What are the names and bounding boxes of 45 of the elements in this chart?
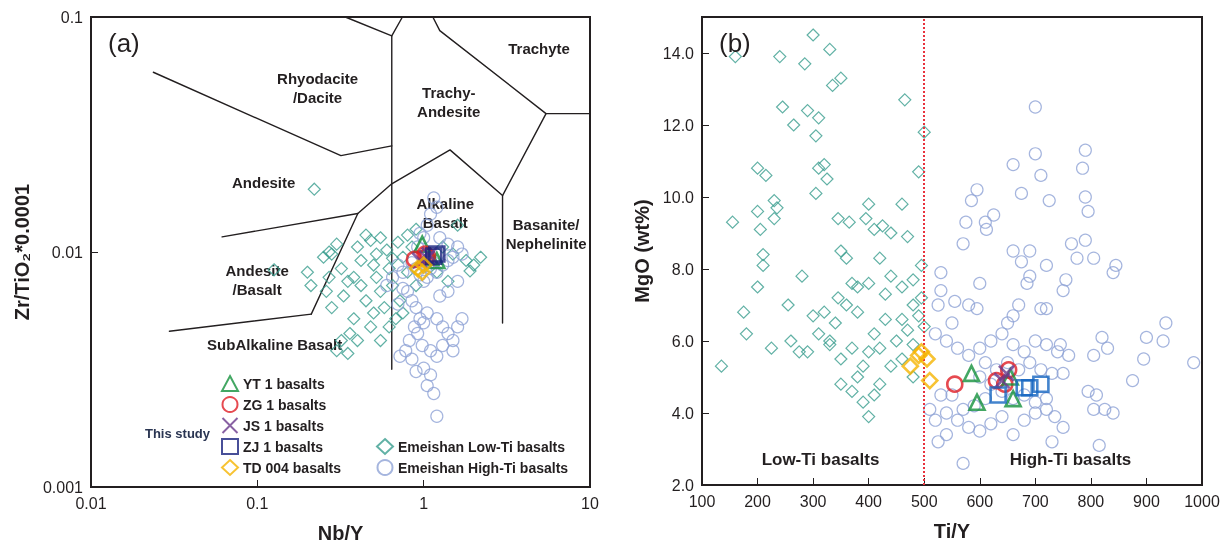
y-tick-label: 0.01	[51, 243, 84, 261]
y-tick-label: 2.0	[671, 476, 695, 494]
legend-label: ZG 1 basalts	[243, 396, 327, 413]
x-tick-label: 200	[744, 492, 771, 510]
legend-title: This study	[144, 426, 211, 441]
legend-label: YT 1 basalts	[243, 375, 325, 392]
x-tick-label: 10	[581, 494, 599, 512]
y-axis-title: Zr/TiO₂*0.0001	[11, 183, 34, 321]
annotation: Trachyte	[508, 40, 570, 58]
x-tick-label: 400	[855, 492, 883, 510]
chart-title: (a)	[108, 28, 140, 58]
annotation: High-Ti basalts	[1009, 450, 1132, 470]
legend-label: TD 004 basalts	[243, 459, 342, 476]
y-axis-title: MgO (wt%)	[630, 199, 653, 303]
y-tick-label: 10.0	[662, 188, 695, 206]
x-tick-label: 0.01	[75, 494, 107, 512]
x-tick-label: 1000	[1184, 492, 1220, 510]
x-axis-title: Ti/Y	[933, 520, 971, 542]
annotation: Rhyodacite /Dacite	[277, 69, 358, 106]
x-tick-label: 900	[1133, 492, 1160, 510]
annotation: Low-Ti basalts	[761, 450, 880, 470]
x-tick-label: 600	[966, 492, 994, 510]
x-tick-label: 500	[910, 492, 938, 510]
y-tick-label: 0.001	[42, 478, 84, 496]
legend-label: Emeishan High-Ti basalts	[398, 459, 569, 476]
x-tick-label: 0.1	[246, 494, 269, 512]
y-tick-label: 0.1	[60, 8, 84, 26]
y-tick-label: 6.0	[671, 332, 695, 350]
y-tick-label: 8.0	[671, 260, 695, 278]
annotation: Trachy- Andesite	[417, 84, 481, 121]
annotation: Basanite/ Nephelinite	[505, 216, 587, 253]
legend-label: JS 1 basalts	[243, 417, 325, 434]
x-tick-label: 800	[1077, 492, 1105, 510]
y-tick-label: 14.0	[662, 44, 695, 62]
legend-label: ZJ 1 basalts	[243, 438, 324, 455]
annotation: Andesite	[231, 173, 296, 191]
chart-title: (b)	[719, 28, 751, 58]
x-tick-label: 100	[688, 492, 716, 510]
x-tick-label: 1	[419, 494, 429, 512]
x-tick-label: 300	[799, 492, 827, 510]
y-tick-label: 4.0	[671, 404, 695, 422]
legend-label: Emeishan Low-Ti basalts	[398, 438, 566, 455]
y-tick-label: 12.0	[662, 116, 695, 134]
x-tick-label: 700	[1021, 492, 1049, 510]
x-axis-title: Nb/Y	[317, 522, 364, 544]
